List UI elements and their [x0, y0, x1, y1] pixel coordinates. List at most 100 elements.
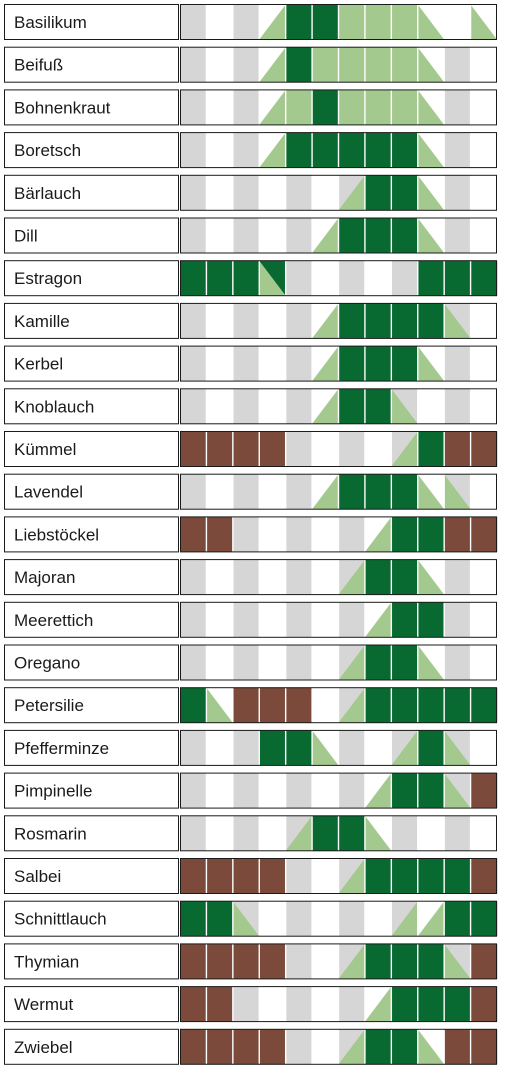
- month-cell-3: [232, 431, 260, 467]
- month-cell-9: [391, 474, 418, 510]
- month-grid-frame: [180, 260, 497, 297]
- month-cell-11: [444, 858, 471, 894]
- rising-triangle: [338, 175, 365, 211]
- rising-triangle: [364, 516, 392, 552]
- month-cell-5: [285, 4, 313, 40]
- month-cell-12: [470, 47, 498, 83]
- herb-name: Basilikum: [14, 13, 87, 32]
- month-grid-frame: [180, 1028, 497, 1065]
- month-cell-12: [470, 175, 498, 211]
- herb-row: Beifuß: [4, 46, 498, 83]
- month-cell-8: [364, 858, 392, 894]
- month-cell-5: [285, 858, 313, 894]
- month-cell-4: [259, 388, 286, 424]
- herb-label-box: [4, 217, 179, 254]
- month-cell-3: [232, 773, 260, 809]
- month-cell-12: [470, 303, 498, 339]
- month-cell-4: [259, 474, 286, 510]
- month-cell-6: [312, 260, 339, 296]
- month-cell-12: [470, 602, 498, 638]
- month-cell-1: [180, 1029, 207, 1065]
- month-cell-3: [232, 47, 260, 83]
- month-cell-2: [206, 901, 234, 937]
- month-cell-11: [444, 1029, 471, 1065]
- falling-triangle: [391, 388, 418, 424]
- falling-triangle: [417, 474, 445, 510]
- month-grid-frame: [180, 516, 497, 553]
- month-cell-6: [312, 132, 339, 168]
- month-cell-8: [364, 431, 392, 467]
- month-cell-4: [259, 687, 286, 723]
- month-cell-11: [444, 516, 471, 552]
- month-grid-frame: [180, 644, 497, 681]
- month-cell-2: [206, 346, 234, 382]
- herb-name: Beifuß: [14, 56, 63, 75]
- month-cell-12: [470, 132, 498, 168]
- month-cell-6: [312, 645, 339, 680]
- herb-label-box: [4, 260, 179, 297]
- month-cell-7: [338, 474, 366, 510]
- month-cell-7: [338, 901, 366, 937]
- herb-label-box: [4, 388, 179, 425]
- herb-label-box: [4, 601, 179, 638]
- month-cell-6: [312, 559, 339, 595]
- month-cell-1: [180, 516, 207, 552]
- month-cell-3: [232, 645, 260, 680]
- rising-triangle: [312, 346, 339, 382]
- herb-name: Bärlauch: [14, 184, 81, 203]
- month-cell-6: [312, 431, 339, 467]
- herb-label-box: [4, 345, 179, 382]
- herb-row: Lavendel: [4, 473, 498, 510]
- month-cell-2: [206, 986, 234, 1022]
- month-cell-1: [180, 175, 207, 211]
- month-cell-1: [180, 602, 207, 638]
- month-cell-2: [206, 303, 234, 339]
- month-cell-4: [259, 943, 286, 979]
- month-cell-1: [180, 47, 207, 83]
- month-cell-9: [391, 687, 418, 723]
- month-cell-5: [285, 346, 313, 382]
- herb-name: Knoblauch: [14, 397, 94, 416]
- falling-triangle: [417, 175, 445, 211]
- herb-row: Kümmel: [4, 431, 498, 467]
- month-cell-9: [391, 516, 418, 552]
- month-cell-8: [364, 559, 392, 595]
- month-cell-4: [259, 346, 286, 382]
- falling-triangle: [312, 730, 339, 766]
- month-cell-2: [206, 47, 234, 83]
- month-cell-12: [470, 773, 498, 809]
- month-cell-10: [417, 303, 445, 339]
- month-cell-8: [364, 901, 392, 937]
- month-grid-frame: [180, 46, 497, 83]
- month-cell-7: [338, 346, 366, 382]
- month-cell-5: [285, 1029, 313, 1065]
- month-cell-5: [285, 260, 313, 296]
- herb-label-box: [4, 89, 179, 126]
- falling-triangle: [232, 901, 260, 937]
- month-cell-2: [206, 388, 234, 424]
- month-cell-10: [417, 260, 445, 296]
- herb-label-box: [4, 815, 179, 852]
- month-cell-7: [338, 218, 366, 253]
- month-cell-4: [259, 986, 286, 1022]
- month-cell-1: [180, 388, 207, 424]
- falling-triangle: [444, 773, 471, 809]
- month-cell-3: [232, 815, 260, 851]
- month-cell-1: [180, 260, 207, 296]
- rising-triangle: [285, 815, 313, 851]
- herb-name: Boretsch: [14, 141, 81, 160]
- month-cell-6: [312, 47, 339, 83]
- month-cell-9: [391, 175, 418, 211]
- month-cell-7: [338, 388, 366, 424]
- month-cell-6: [312, 4, 339, 40]
- falling-triangle: [206, 687, 233, 723]
- herb-row: Estragon: [4, 260, 498, 297]
- month-cell-12: [470, 943, 498, 979]
- month-cell-9: [391, 986, 418, 1022]
- month-cell-10: [417, 986, 445, 1022]
- rising-triangle: [364, 986, 392, 1022]
- month-cell-8: [364, 89, 392, 125]
- month-cell-4: [259, 645, 286, 680]
- month-cell-11: [444, 175, 471, 211]
- rising-triangle: [259, 4, 286, 40]
